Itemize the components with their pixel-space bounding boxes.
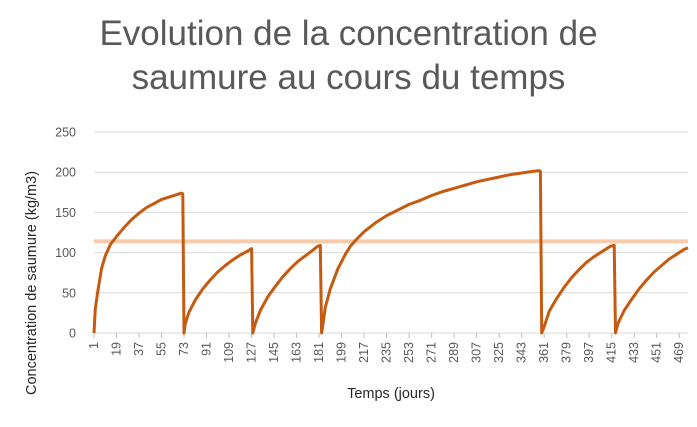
y-tick-label: 50: [62, 286, 76, 300]
x-tick-label: 145: [267, 342, 281, 363]
x-tick-label: 109: [222, 342, 236, 363]
x-tick-label: 253: [402, 342, 416, 363]
x-tick-label: 181: [312, 342, 326, 363]
x-tick-label: 127: [245, 342, 259, 363]
x-tick-label: 199: [335, 342, 349, 363]
chart-title-line-2: saumure au cours du temps: [131, 58, 566, 97]
x-axis-ticks: 1 19 37 55 73 91 109 127 145 163 181 199 217 235 253 27…: [87, 333, 686, 363]
x-axis-title: Temps (jours): [347, 386, 435, 402]
x-tick-label: 343: [515, 342, 529, 363]
x-tick-label: 91: [200, 342, 214, 356]
x-tick-label: 19: [110, 342, 124, 356]
x-tick-label: 307: [470, 342, 484, 363]
y-tick-label: 0: [69, 327, 76, 341]
x-tick-label: 55: [155, 342, 169, 356]
y-axis-ticks: 0 50 100 150 200 250: [55, 126, 76, 341]
chart-title-line-1: Evolution de la concentration de: [99, 14, 598, 53]
x-tick-label: 235: [380, 342, 394, 363]
x-tick-label: 361: [537, 342, 551, 363]
y-tick-label: 100: [55, 246, 76, 260]
x-tick-label: 271: [425, 342, 439, 363]
gridlines: [94, 131, 688, 334]
x-tick-label: 37: [132, 342, 146, 356]
x-tick-label: 73: [177, 342, 191, 356]
y-tick-label: 200: [55, 166, 76, 180]
x-tick-label: 397: [582, 342, 596, 363]
x-tick-label: 289: [447, 342, 461, 363]
y-tick-label: 150: [55, 206, 76, 220]
series-line: [92, 169, 689, 335]
x-tick-label: 163: [290, 342, 304, 363]
x-tick-label: 415: [605, 342, 619, 363]
x-tick-label: 469: [672, 342, 686, 363]
x-tick-label: 217: [357, 342, 371, 363]
y-tick-label: 250: [55, 126, 76, 140]
x-tick-label: 1: [87, 342, 101, 349]
chart-title: Evolution de la concentration de saumure…: [0, 12, 697, 100]
y-axis-title: Concentration de saumure (kg/m3): [24, 171, 40, 395]
x-tick-label: 325: [492, 342, 506, 363]
x-tick-label: 451: [650, 342, 664, 363]
x-tick-label: 433: [627, 342, 641, 363]
x-tick-label: 379: [560, 342, 574, 363]
